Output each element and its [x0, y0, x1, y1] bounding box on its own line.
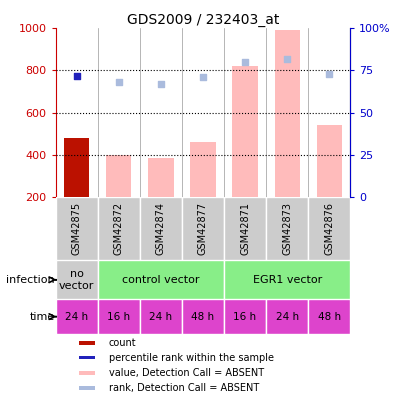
Point	[74, 72, 80, 79]
Text: EGR1 vector: EGR1 vector	[252, 275, 322, 285]
Bar	[56, 197, 98, 260]
Bar	[56, 260, 98, 299]
Bar	[232, 66, 258, 197]
Bar	[190, 142, 216, 197]
Text: 24 h: 24 h	[275, 311, 298, 322]
Bar	[266, 197, 308, 260]
Bar	[275, 30, 300, 197]
Bar	[56, 299, 98, 334]
Text: GSM42871: GSM42871	[240, 202, 250, 255]
Text: infection: infection	[6, 275, 55, 285]
Text: GSM42876: GSM42876	[324, 202, 334, 255]
Text: percentile rank within the sample: percentile rank within the sample	[109, 353, 274, 363]
Bar	[316, 125, 342, 197]
Bar	[266, 299, 308, 334]
Text: 24 h: 24 h	[149, 311, 172, 322]
Text: GSM42874: GSM42874	[156, 202, 166, 255]
Title: GDS2009 / 232403_at: GDS2009 / 232403_at	[127, 13, 279, 27]
Text: value, Detection Call = ABSENT: value, Detection Call = ABSENT	[109, 368, 264, 378]
Bar	[224, 260, 350, 299]
Point	[284, 55, 290, 62]
Text: control vector: control vector	[122, 275, 200, 285]
Text: GSM42873: GSM42873	[282, 202, 292, 255]
Point	[242, 59, 248, 65]
Text: 48 h: 48 h	[191, 311, 215, 322]
Point	[326, 70, 332, 77]
Bar	[98, 260, 224, 299]
Bar	[182, 299, 224, 334]
Text: no
vector: no vector	[59, 269, 94, 290]
Bar	[98, 197, 140, 260]
Bar	[308, 299, 350, 334]
Text: rank, Detection Call = ABSENT: rank, Detection Call = ABSENT	[109, 383, 259, 393]
Text: 24 h: 24 h	[65, 311, 88, 322]
Bar	[106, 155, 131, 197]
Bar	[224, 197, 266, 260]
Bar	[140, 197, 182, 260]
Text: count: count	[109, 338, 137, 348]
Bar	[79, 371, 96, 375]
Text: 16 h: 16 h	[234, 311, 257, 322]
Text: time: time	[29, 311, 55, 322]
Text: GSM42875: GSM42875	[72, 202, 82, 255]
Point	[158, 81, 164, 87]
Text: 16 h: 16 h	[107, 311, 131, 322]
Bar	[79, 356, 96, 360]
Bar	[182, 197, 224, 260]
Text: GSM42872: GSM42872	[114, 202, 124, 255]
Bar	[148, 158, 174, 197]
Bar	[79, 386, 96, 390]
Bar	[224, 299, 266, 334]
Bar	[140, 299, 182, 334]
Point	[116, 79, 122, 85]
Bar	[308, 197, 350, 260]
Text: 48 h: 48 h	[318, 311, 341, 322]
Text: GSM42877: GSM42877	[198, 202, 208, 255]
Point	[200, 74, 206, 81]
Bar	[79, 341, 96, 345]
Bar	[64, 138, 90, 197]
Bar	[98, 299, 140, 334]
